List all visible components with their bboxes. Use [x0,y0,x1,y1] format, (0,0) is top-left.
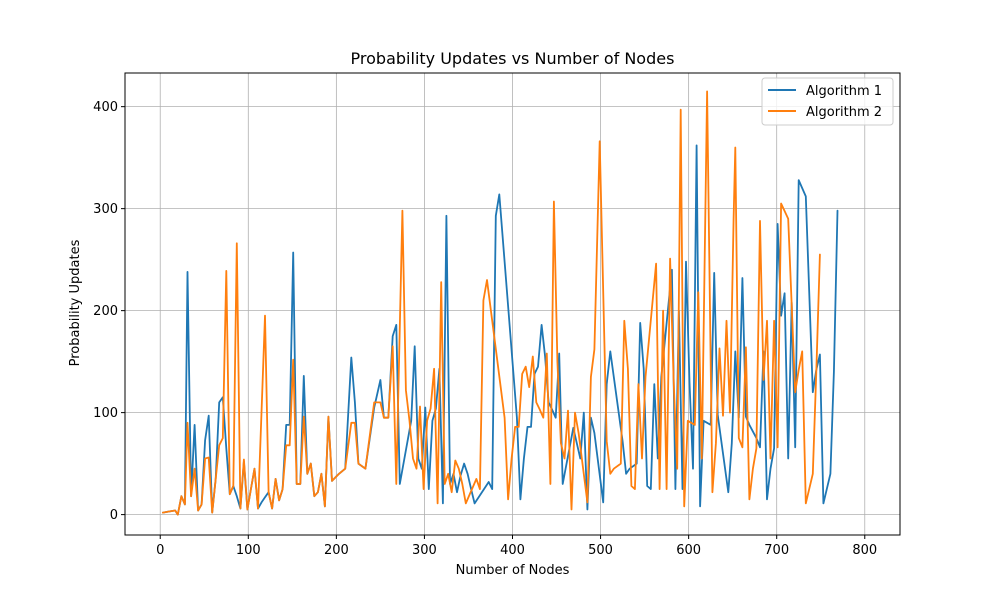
x-tick-label: 600 [676,543,701,558]
x-tick-label: 400 [500,543,525,558]
x-tick-label: 500 [588,543,613,558]
series-line-algorithm-2 [161,90,821,516]
y-tick-label: 100 [93,406,118,421]
x-tick-label: 200 [324,543,349,558]
legend-label-algorithm-1: Algorithm 1 [806,84,882,99]
y-axis-label: Probability Updates [68,239,83,366]
axis-ticks: 0 100 200 300 400 500 600 700 800 0 100 200 300 400 [93,100,877,558]
x-tick-label: 300 [412,543,437,558]
y-tick-label: 200 [93,304,118,319]
y-tick-label: 400 [93,100,118,115]
y-tick-label: 0 [110,508,118,523]
x-tick-label: 700 [764,543,789,558]
series-line-algorithm-1 [161,144,839,516]
legend: Algorithm 1 Algorithm 2 [761,77,894,126]
series-lines [161,90,839,516]
chart-title: Probability Updates vs Number of Nodes [351,49,675,68]
legend-label-algorithm-2: Algorithm 2 [806,105,882,120]
x-tick-label: 0 [156,543,164,558]
y-tick-label: 300 [93,202,118,217]
x-axis-label: Number of Nodes [456,563,570,578]
x-tick-label: 800 [852,543,877,558]
x-tick-label: 100 [236,543,261,558]
